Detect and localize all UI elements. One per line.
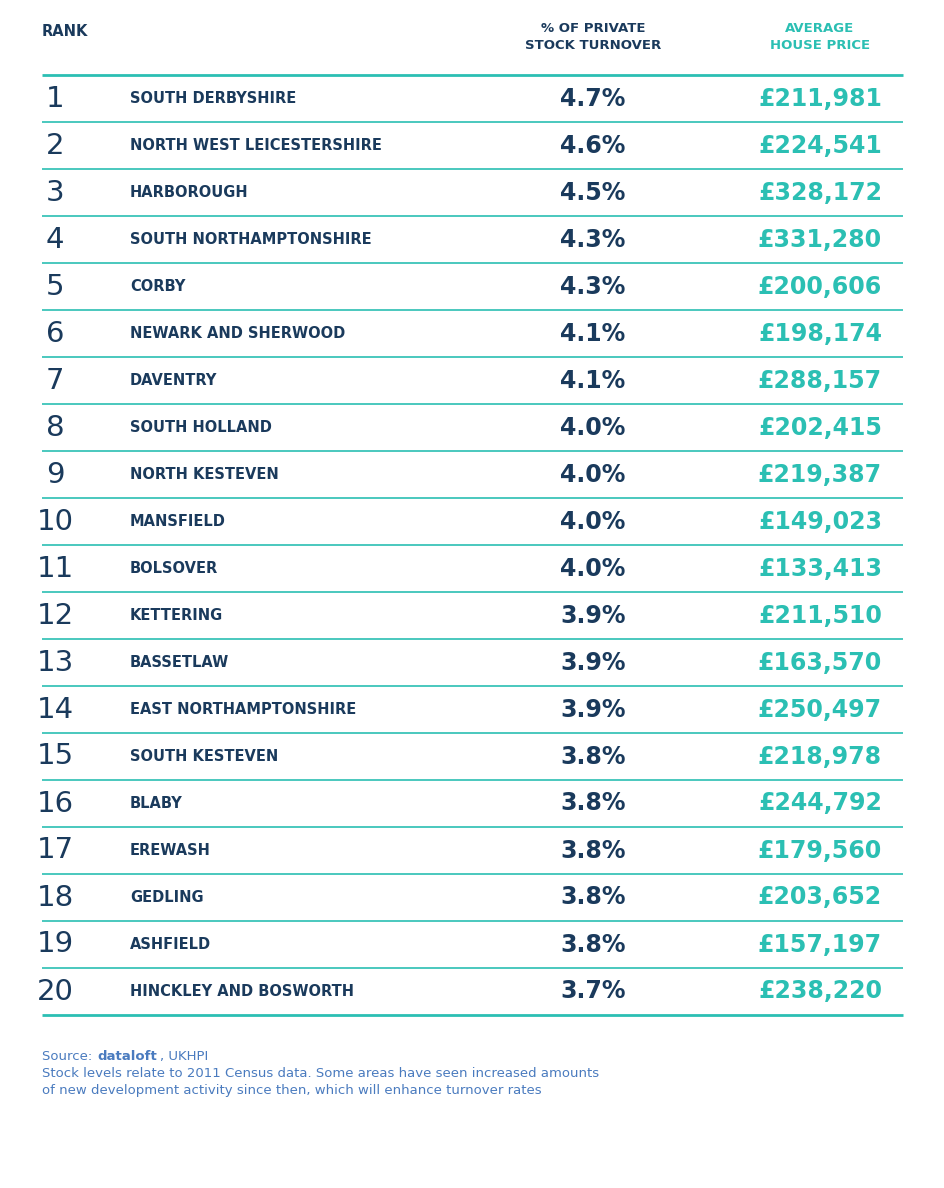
Text: 4.3%: 4.3% [560,274,625,298]
Text: SOUTH DERBYSHIRE: SOUTH DERBYSHIRE [130,91,295,106]
Text: £331,280: £331,280 [757,227,881,252]
Text: £157,197: £157,197 [757,933,881,956]
Text: DAVENTRY: DAVENTRY [130,373,217,388]
Text: £238,220: £238,220 [757,979,881,1004]
Text: 4.0%: 4.0% [560,462,625,487]
Text: 2: 2 [45,132,64,159]
Text: NORTH WEST LEICESTERSHIRE: NORTH WEST LEICESTERSHIRE [130,138,381,153]
Text: BASSETLAW: BASSETLAW [130,655,229,670]
Text: £203,652: £203,652 [757,885,881,910]
Text: GEDLING: GEDLING [130,890,203,905]
Text: 3.9%: 3.9% [560,697,625,721]
Text: £219,387: £219,387 [757,462,881,487]
Text: 3.7%: 3.7% [560,979,625,1004]
Text: MANSFIELD: MANSFIELD [130,514,226,529]
Text: Stock levels relate to 2011 Census data. Some areas have seen increased amounts: Stock levels relate to 2011 Census data.… [42,1067,598,1080]
Text: 12: 12 [37,601,74,630]
Text: HINCKLEY AND BOSWORTH: HINCKLEY AND BOSWORTH [130,984,354,999]
Text: 14: 14 [37,695,74,723]
Text: £211,981: £211,981 [757,87,881,110]
Text: 11: 11 [36,555,74,582]
Text: CORBY: CORBY [130,279,185,293]
Text: 3.8%: 3.8% [560,839,625,862]
Text: 4.3%: 4.3% [560,227,625,252]
Text: 9: 9 [45,461,64,488]
Text: 4.7%: 4.7% [560,87,625,110]
Text: 15: 15 [37,742,74,771]
Text: 4: 4 [45,226,64,253]
Text: £202,415: £202,415 [757,416,881,440]
Text: ASHFIELD: ASHFIELD [130,937,211,952]
Text: 19: 19 [37,930,74,959]
Text: 8: 8 [45,413,64,442]
Text: £288,157: £288,157 [757,368,881,392]
Text: 3.8%: 3.8% [560,791,625,815]
Text: £149,023: £149,023 [757,510,881,533]
Text: AVERAGE
HOUSE PRICE: AVERAGE HOUSE PRICE [769,23,869,52]
Text: EREWASH: EREWASH [130,843,211,858]
Text: 4.1%: 4.1% [560,368,625,392]
Text: 3: 3 [45,178,64,207]
Text: £179,560: £179,560 [757,839,881,862]
Text: SOUTH KESTEVEN: SOUTH KESTEVEN [130,748,278,764]
Text: 4.0%: 4.0% [560,556,625,581]
Text: RANK: RANK [42,24,89,39]
Text: 5: 5 [45,272,64,301]
Text: NEWARK AND SHERWOOD: NEWARK AND SHERWOOD [130,326,345,341]
Text: 6: 6 [45,320,64,348]
Text: 4.0%: 4.0% [560,416,625,440]
Text: 18: 18 [36,884,74,911]
Text: 16: 16 [37,790,74,817]
Text: 4.1%: 4.1% [560,322,625,346]
Text: £133,413: £133,413 [757,556,881,581]
Text: 4.5%: 4.5% [560,181,625,204]
Text: 1: 1 [45,84,64,113]
Text: 17: 17 [37,836,74,865]
Text: , UKHPI: , UKHPI [160,1050,209,1063]
Text: £218,978: £218,978 [757,745,881,769]
Text: £198,174: £198,174 [757,322,881,346]
Text: dataloft: dataloft [97,1050,157,1063]
Text: £250,497: £250,497 [757,697,881,721]
Text: SOUTH NORTHAMPTONSHIRE: SOUTH NORTHAMPTONSHIRE [130,232,371,247]
Text: BLABY: BLABY [130,796,182,811]
Text: 3.8%: 3.8% [560,933,625,956]
Text: EAST NORTHAMPTONSHIRE: EAST NORTHAMPTONSHIRE [130,702,356,718]
Text: % OF PRIVATE
STOCK TURNOVER: % OF PRIVATE STOCK TURNOVER [524,23,661,52]
Text: 13: 13 [36,649,74,676]
Text: 4.0%: 4.0% [560,510,625,533]
Text: BOLSOVER: BOLSOVER [130,561,218,576]
Text: 7: 7 [45,367,64,394]
Text: KETTERING: KETTERING [130,608,223,623]
Text: of new development activity since then, which will enhance turnover rates: of new development activity since then, … [42,1083,541,1097]
Text: £244,792: £244,792 [757,791,881,815]
Text: 20: 20 [37,978,74,1005]
Text: HARBOROUGH: HARBOROUGH [130,185,248,200]
Text: 4.6%: 4.6% [560,133,625,158]
Text: 3.8%: 3.8% [560,745,625,769]
Text: 10: 10 [37,507,74,536]
Text: £211,510: £211,510 [757,604,881,627]
Text: Source:: Source: [42,1050,96,1063]
Text: £200,606: £200,606 [757,274,881,298]
Text: 3.8%: 3.8% [560,885,625,910]
Text: NORTH KESTEVEN: NORTH KESTEVEN [130,467,278,482]
Text: £224,541: £224,541 [757,133,881,158]
Text: SOUTH HOLLAND: SOUTH HOLLAND [130,421,272,435]
Text: 3.9%: 3.9% [560,651,625,675]
Text: £163,570: £163,570 [757,651,881,675]
Text: 3.9%: 3.9% [560,604,625,627]
Text: £328,172: £328,172 [757,181,881,204]
